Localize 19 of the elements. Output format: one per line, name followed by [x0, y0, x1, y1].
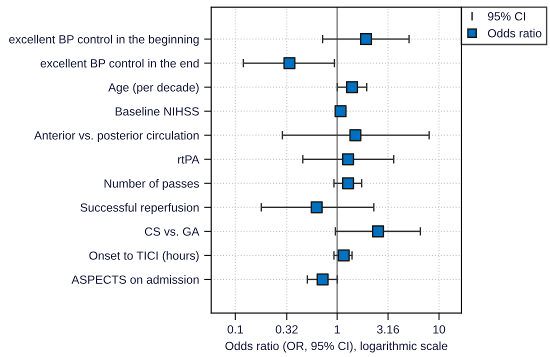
- y-tick-label: ASPECTS on admission: [71, 275, 199, 284]
- legend-label: Odds ratio: [488, 28, 542, 38]
- y-tick-label: excellent BP control in the beginning: [9, 34, 199, 46]
- y-tick-label: Successful reperfusion: [80, 203, 199, 214]
- x-tick-label: 10: [433, 325, 446, 334]
- y-tick-label: Anterior vs. posterior circulation: [34, 130, 199, 142]
- y-tick-label: rtPA: [178, 155, 200, 164]
- x-tick-label: 3.16: [377, 325, 400, 334]
- x-axis-title: Odds ratio (OR, 95% CI), logarithmic scale: [225, 341, 448, 352]
- y-tick-label: CS vs. GA: [144, 227, 200, 236]
- y-tick-label: Number of passes: [104, 179, 199, 190]
- y-tick-label: Baseline NIHSS: [116, 106, 199, 116]
- y-tick-label: Age (per decade): [108, 82, 199, 94]
- y-tick-label: Onset to TICI (hours): [89, 251, 199, 262]
- text: 95% CI: [488, 12, 526, 21]
- x-tick-label: 0.1: [228, 325, 243, 334]
- x-tick-label: 0.32: [276, 325, 298, 334]
- y-tick-label: excellent BP control in the end: [40, 58, 199, 68]
- x-tick-label: 1: [334, 325, 340, 334]
